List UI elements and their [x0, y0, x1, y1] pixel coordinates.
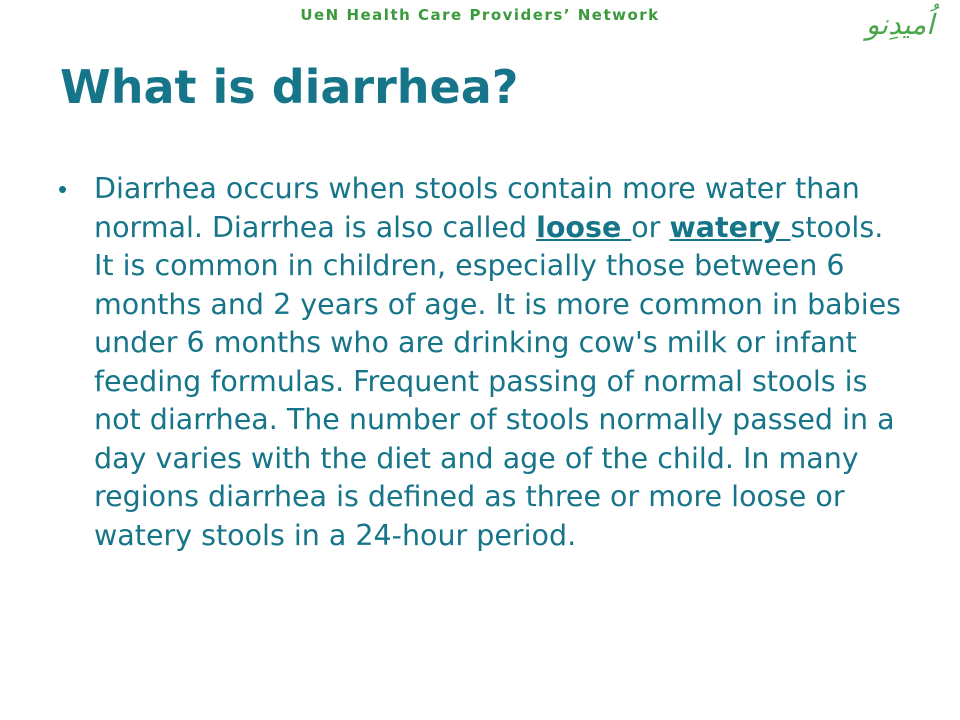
body-text-part-2: or [631, 210, 670, 244]
bullet-icon: • [58, 174, 68, 204]
body-text-part-3: stools. It is common in children, especi… [94, 210, 902, 552]
term-loose: loose [536, 210, 632, 244]
body-text-part-1: Diarrhea occurs when stools contain more… [94, 172, 860, 244]
slide-content: • Diarrhea occurs when stools contain mo… [58, 170, 918, 555]
network-header: UeN Health Care Providers’ Network [300, 6, 660, 24]
slide-title: What is diarrhea? [60, 60, 519, 114]
body-paragraph: Diarrhea occurs when stools contain more… [94, 170, 910, 555]
logo: اُمیدِنو [865, 8, 934, 41]
bullet-item: • Diarrhea occurs when stools contain mo… [58, 170, 918, 555]
term-watery: watery [669, 210, 791, 244]
